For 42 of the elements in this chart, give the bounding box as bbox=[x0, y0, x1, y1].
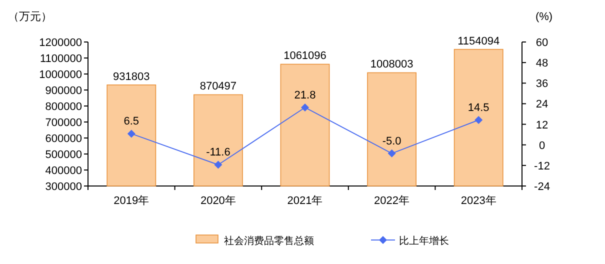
y2-tick-label: 60 bbox=[536, 37, 548, 49]
x-tick-label: 2019年 bbox=[114, 195, 150, 207]
data-label: 21.8 bbox=[294, 89, 316, 102]
y2-tick-label: 36 bbox=[536, 78, 548, 90]
y-tick-label: 900000 bbox=[45, 85, 82, 97]
y-tick-label: 1200000 bbox=[39, 37, 82, 49]
data-label: -11.6 bbox=[206, 146, 230, 159]
x-tick-label: 2022年 bbox=[374, 195, 410, 207]
data-label: 6.5 bbox=[124, 116, 140, 128]
x-tick-label: 2020年 bbox=[200, 195, 236, 207]
y2-tick-label: 24 bbox=[536, 98, 548, 111]
x-tick-label: 2023年 bbox=[460, 195, 496, 207]
legend-label: 比上年增长 bbox=[399, 235, 449, 247]
data-label: 1008003 bbox=[370, 58, 414, 71]
y2-tick-label: 0 bbox=[538, 140, 546, 152]
y-tick-label: 1000000 bbox=[39, 69, 82, 81]
data-label: 1061096 bbox=[284, 50, 326, 62]
legend-label: 社会消费品零售总额 bbox=[224, 235, 314, 247]
point bbox=[127, 130, 136, 138]
data-label: 931803 bbox=[113, 70, 150, 83]
y-tick-label: 400000 bbox=[45, 165, 82, 177]
y-tick-label: 500000 bbox=[45, 149, 82, 161]
y-axis-title: （万元） bbox=[8, 11, 52, 23]
y2-tick-label: -24 bbox=[534, 181, 550, 193]
point bbox=[388, 149, 396, 158]
data-label: 870497 bbox=[200, 80, 237, 93]
y2-axis-title: (%) bbox=[535, 11, 553, 23]
point bbox=[214, 160, 222, 169]
y-tick-label: 1100000 bbox=[40, 53, 82, 65]
data-label: 14.5 bbox=[468, 102, 490, 114]
point bbox=[474, 116, 483, 124]
y-tick-label: 700000 bbox=[45, 117, 82, 129]
y-tick-label: 300000 bbox=[45, 181, 82, 193]
point bbox=[301, 103, 309, 112]
y-tick-label: 800000 bbox=[45, 101, 82, 113]
y-tick-label: 600000 bbox=[45, 133, 82, 145]
data-label: 1154094 bbox=[458, 35, 500, 48]
y2-tick-label: 48 bbox=[536, 58, 548, 70]
x-tick-label: 2021年 bbox=[287, 195, 323, 207]
y2-tick-label: -12 bbox=[534, 160, 550, 172]
y2-tick-label: 12 bbox=[536, 119, 548, 132]
data-label: -5.0 bbox=[382, 135, 402, 148]
